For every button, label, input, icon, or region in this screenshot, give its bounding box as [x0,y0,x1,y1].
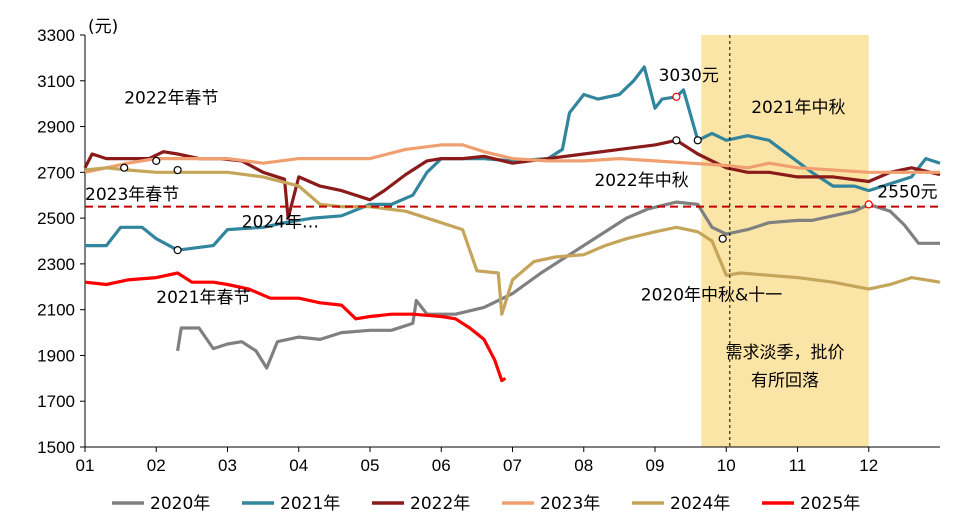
annotation-marker [672,92,681,101]
annotation-marker [672,136,681,145]
x-tick-label: 06 [432,456,451,475]
legend: 2020年 2021年 2022年 2023年 2024年 2025年 [112,494,860,514]
x-tick-label: 04 [289,456,308,475]
legend-label: 2022年 [410,494,470,514]
annotation-label: 2023年春节 [85,185,179,205]
y-tick-label: 1900 [37,346,75,365]
annotation-marker [152,156,161,165]
band-label-line2: 有所回落 [751,371,819,391]
y-tick-label: 3300 [37,26,75,45]
highlight-band [701,35,869,447]
annotation-marker [120,163,129,172]
annotation-marker [173,165,182,175]
axes: 3300 3100 2900 2700 2500 2300 2100 1900 1700 1500… [37,26,940,475]
annotation-label: 2024年… [242,212,319,232]
series-lines [83,65,941,383]
series-line-2025年 [84,271,507,383]
y-tick-label: 2300 [37,255,75,274]
annotation-label: 2021年春节 [156,288,250,308]
x-tick-label: 03 [218,456,237,475]
band-label-line1: 需求淡季，批价 [726,343,845,363]
x-tick-label: 08 [574,456,593,475]
y-tick-label: 2500 [37,209,75,228]
annotation-label: 2020年中秋&十一 [641,286,783,306]
legend-label: 2020年 [150,494,210,514]
annotation-marker [718,234,727,243]
legend-label: 2023年 [540,494,600,514]
annotations: 2022年春节 2023年春节 2024年… 2021年春节 3030元 2021年中秋 2… [85,66,938,308]
legend-label: 2021年 [280,494,340,514]
y-tick-label: 2700 [37,163,75,182]
series-line-2022年 [83,138,941,220]
annotation-marker [173,246,182,255]
annotation-label: 2022年中秋 [594,171,688,191]
annotation-marker [864,200,873,209]
annotation-label: 2550元 [877,183,937,203]
legend-label: 2024年 [670,494,730,514]
x-tick-label: 10 [717,456,736,475]
annotation-label: 3030元 [659,66,719,86]
legend-label: 2025年 [800,494,860,514]
y-tick-label: 1700 [37,392,75,411]
series-line-2020年 [176,200,940,370]
x-tick-label: 05 [361,456,380,475]
annotation-label: 2022年春节 [124,89,218,109]
series-line-2024年 [84,166,941,316]
y-tick-label: 2900 [37,118,75,137]
y-tick-label: 2100 [37,301,75,320]
x-tick-label: 01 [76,456,95,475]
series-line-2023年 [84,143,940,174]
y-tick-label: 3100 [37,72,75,91]
y-tick-label: 1500 [37,438,75,457]
x-tick-label: 02 [147,456,166,475]
series-line-2021年 [85,65,941,252]
x-tick-label: 11 [789,456,807,475]
annotation-marker [693,136,702,145]
annotation-label: 2021年中秋 [751,98,845,118]
x-tick-label: 09 [646,456,665,475]
annotation-markers [120,92,873,255]
y-unit-label: (元) [88,17,118,37]
x-tick-label: 12 [859,456,878,475]
x-tick-label: 07 [503,456,522,475]
